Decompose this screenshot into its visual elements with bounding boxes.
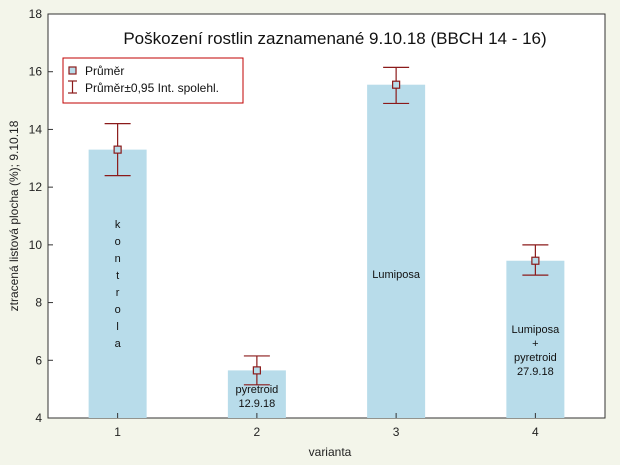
x-tick-label: 2 [254, 425, 261, 439]
bar [88, 149, 147, 418]
bar-annotation-line: + [532, 338, 538, 350]
legend-mean-marker [68, 66, 77, 75]
x-tick-label: 4 [532, 425, 539, 439]
legend-box [62, 57, 244, 104]
y-axis-title: ztracená listová plocha (%); 9.10.18 [7, 120, 21, 311]
y-tick-label: 4 [35, 411, 42, 425]
mean-marker [392, 80, 401, 89]
y-tick-label: 18 [29, 7, 43, 21]
error-bars-group [104, 66, 549, 386]
bar-annotation-line: o [115, 236, 121, 248]
bars-group [88, 84, 565, 418]
bar-annotation-line: pyretroid [235, 384, 278, 396]
bar-annotation-line: Lumiposa [512, 324, 561, 336]
y-axis: 4 6 8 10 12 14 16 18 [29, 7, 53, 425]
bar-annotation-line: t [116, 270, 119, 282]
bar-annotation-line: pyretroid [514, 352, 557, 364]
legend-item-mean: Průměr [85, 64, 124, 78]
bar-annotation-line: k [115, 219, 121, 231]
bar-annotation-line: n [115, 253, 121, 265]
mean-marker [113, 145, 122, 154]
x-tick-label: 3 [393, 425, 400, 439]
bar-annotation-line: l [116, 321, 118, 333]
bar-annotations-group: kontrolapyretroid12.9.18LumiposaLumiposa… [115, 219, 561, 410]
y-tick-label: 6 [35, 353, 42, 367]
y-tick-label: 12 [29, 180, 43, 194]
y-tick-label: 10 [29, 238, 43, 252]
bar-annotation-line: a [115, 338, 122, 350]
x-axis-title: varianta [309, 445, 352, 459]
bar-annotation-line: r [116, 287, 120, 299]
y-tick-label: 8 [35, 296, 42, 310]
legend: Průměr Průměr±0,95 Int. spolehl. [62, 57, 244, 104]
x-axis: 1 2 3 4 [114, 413, 539, 439]
bar [506, 260, 565, 418]
x-tick-label: 1 [114, 425, 121, 439]
y-tick-label: 14 [29, 122, 43, 136]
y-tick-label: 16 [29, 65, 43, 79]
mean-marker [531, 256, 540, 265]
bar-annotation-line: o [115, 304, 121, 316]
legend-item-ci: Průměr±0,95 Int. spolehl. [85, 81, 219, 95]
chart-title: Poškození rostlin zaznamenané 9.10.18 (B… [123, 29, 546, 48]
bar-annotation-line: Lumiposa [372, 269, 421, 281]
bar-annotation-line: 12.9.18 [239, 398, 276, 410]
bar [367, 84, 426, 418]
mean-marker [252, 366, 261, 375]
bar-annotation-line: 27.9.18 [517, 366, 554, 378]
